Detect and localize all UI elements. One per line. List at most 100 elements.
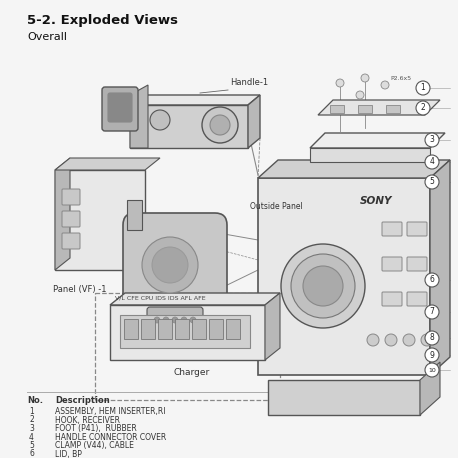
Circle shape: [172, 317, 178, 323]
Text: 1: 1: [420, 83, 425, 93]
Text: 5-2. Exploded Views: 5-2. Exploded Views: [27, 14, 178, 27]
Polygon shape: [430, 160, 450, 375]
Circle shape: [356, 91, 364, 99]
Text: 4: 4: [430, 158, 435, 167]
FancyBboxPatch shape: [120, 315, 250, 348]
Text: Charger: Charger: [174, 368, 210, 377]
Polygon shape: [130, 85, 148, 148]
FancyBboxPatch shape: [62, 233, 80, 249]
Circle shape: [142, 237, 198, 293]
Text: Grip-1: Grip-1: [120, 332, 146, 341]
Text: CLAMP (V44), CABLE: CLAMP (V44), CABLE: [55, 441, 134, 450]
Circle shape: [150, 110, 170, 130]
FancyBboxPatch shape: [258, 178, 430, 375]
Circle shape: [425, 305, 439, 319]
Text: HANDLE CONNECTOR COVER: HANDLE CONNECTOR COVER: [55, 432, 166, 442]
Text: HOOK, RECEIVER: HOOK, RECEIVER: [55, 415, 120, 425]
FancyBboxPatch shape: [407, 222, 427, 236]
FancyBboxPatch shape: [268, 380, 420, 415]
Circle shape: [425, 273, 439, 287]
Circle shape: [336, 79, 344, 87]
Circle shape: [403, 334, 415, 346]
Polygon shape: [318, 100, 440, 115]
FancyBboxPatch shape: [382, 222, 402, 236]
FancyBboxPatch shape: [358, 105, 372, 113]
Circle shape: [425, 348, 439, 362]
Polygon shape: [110, 305, 265, 360]
Circle shape: [291, 254, 355, 318]
Text: 7: 7: [430, 307, 435, 316]
Text: 3: 3: [29, 424, 34, 433]
Text: 9: 9: [430, 350, 435, 360]
Circle shape: [210, 115, 230, 135]
Text: No.: No.: [27, 396, 43, 405]
Polygon shape: [55, 158, 70, 270]
Text: 8: 8: [430, 333, 434, 343]
Polygon shape: [130, 95, 260, 105]
FancyBboxPatch shape: [127, 200, 142, 230]
FancyBboxPatch shape: [123, 213, 227, 327]
FancyBboxPatch shape: [382, 292, 402, 306]
FancyBboxPatch shape: [147, 307, 203, 333]
FancyBboxPatch shape: [407, 257, 427, 271]
Text: P2.6x5: P2.6x5: [390, 76, 411, 81]
Circle shape: [425, 155, 439, 169]
Circle shape: [190, 317, 196, 323]
FancyBboxPatch shape: [386, 105, 400, 113]
FancyBboxPatch shape: [108, 93, 132, 122]
FancyBboxPatch shape: [141, 319, 155, 339]
Circle shape: [425, 133, 439, 147]
Circle shape: [154, 317, 160, 323]
FancyBboxPatch shape: [102, 87, 138, 131]
Circle shape: [416, 81, 430, 95]
Circle shape: [425, 363, 439, 377]
Circle shape: [425, 331, 439, 345]
Text: LID, BP: LID, BP: [55, 449, 82, 458]
Circle shape: [381, 81, 389, 89]
FancyBboxPatch shape: [407, 292, 427, 306]
Text: FOOT (P41),  RUBBER: FOOT (P41), RUBBER: [55, 424, 137, 433]
Text: Overall: Overall: [27, 32, 67, 42]
Text: ASSEMBLY, HEM INSERTER,RI: ASSEMBLY, HEM INSERTER,RI: [55, 407, 165, 416]
FancyBboxPatch shape: [175, 319, 189, 339]
Text: V/L CFE CPU IDS IDS AFL AFE: V/L CFE CPU IDS IDS AFL AFE: [115, 295, 206, 300]
Text: 1: 1: [29, 407, 34, 416]
Polygon shape: [310, 148, 430, 162]
Text: Handle-1: Handle-1: [230, 78, 268, 87]
Polygon shape: [248, 95, 260, 148]
Polygon shape: [420, 362, 440, 415]
Polygon shape: [55, 170, 145, 270]
Circle shape: [152, 247, 188, 283]
Polygon shape: [110, 293, 280, 305]
Circle shape: [385, 334, 397, 346]
FancyBboxPatch shape: [226, 319, 240, 339]
Circle shape: [181, 317, 187, 323]
Text: 2: 2: [29, 415, 34, 425]
Polygon shape: [265, 293, 280, 360]
Text: 5: 5: [430, 178, 435, 186]
Text: Outside Panel: Outside Panel: [250, 202, 303, 211]
Circle shape: [421, 334, 433, 346]
FancyBboxPatch shape: [382, 257, 402, 271]
FancyBboxPatch shape: [330, 105, 344, 113]
Circle shape: [202, 107, 238, 143]
Text: 3: 3: [430, 136, 435, 145]
Text: 2: 2: [420, 104, 425, 113]
Text: 6: 6: [430, 276, 435, 284]
FancyBboxPatch shape: [124, 319, 138, 339]
Circle shape: [303, 266, 343, 306]
Polygon shape: [55, 158, 160, 170]
Text: 10: 10: [428, 367, 436, 372]
Text: 6: 6: [29, 449, 34, 458]
Text: 4: 4: [29, 432, 34, 442]
Polygon shape: [310, 133, 445, 148]
Text: Description: Description: [55, 396, 110, 405]
Text: Panel (VF) -1: Panel (VF) -1: [53, 285, 107, 294]
FancyBboxPatch shape: [192, 319, 206, 339]
Text: 5: 5: [29, 441, 34, 450]
Circle shape: [281, 244, 365, 328]
Circle shape: [425, 175, 439, 189]
FancyBboxPatch shape: [209, 319, 223, 339]
FancyBboxPatch shape: [62, 189, 80, 205]
Circle shape: [361, 74, 369, 82]
